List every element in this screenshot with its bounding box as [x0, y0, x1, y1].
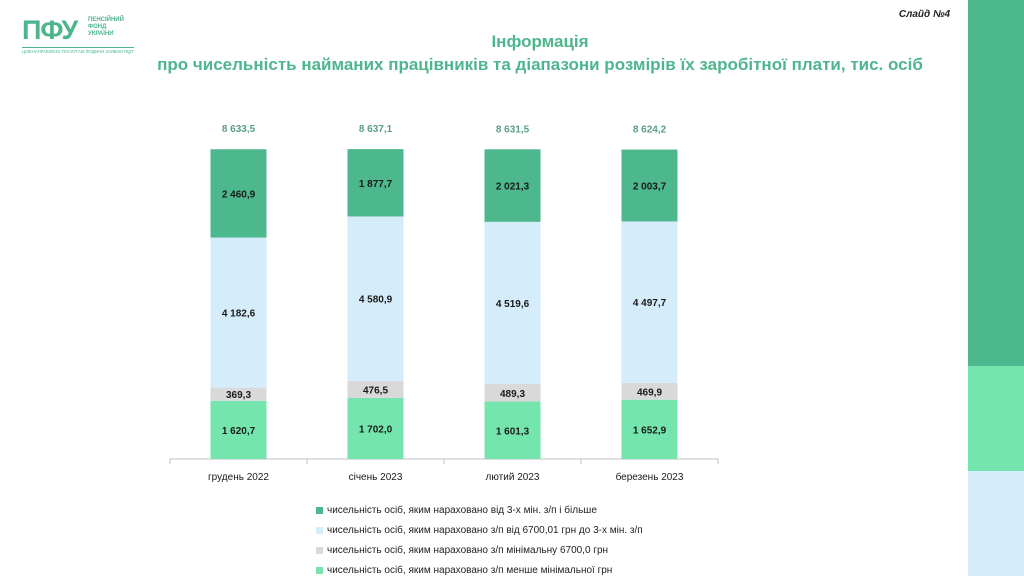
- bar-segment: [484, 221, 541, 384]
- bar-segment: [347, 216, 404, 381]
- bar-segment: [210, 237, 267, 388]
- bar-segment: [347, 149, 404, 217]
- bar-segment: [347, 380, 404, 398]
- legend-swatch: [316, 506, 323, 514]
- total-label: 8 631,5: [496, 124, 530, 135]
- data-label: 2 021,3: [496, 182, 530, 193]
- chart-legend: чисельність осіб, яким нараховано від 3-…: [316, 500, 643, 580]
- bar-segment: [210, 149, 267, 238]
- bar-segment: [621, 382, 678, 400]
- logo-text: ПЕНСІЙНИЙ ФОНД УКРАЇНИ: [88, 17, 124, 37]
- data-label: 2 003,7: [633, 182, 667, 193]
- data-label: 4 497,7: [633, 298, 667, 309]
- total-label: 8 637,1: [359, 124, 393, 135]
- data-label: 4 580,9: [359, 295, 393, 306]
- data-label: 1 702,0: [359, 424, 393, 435]
- legend-label: чисельність осіб, яким нараховано з/п ві…: [327, 524, 643, 536]
- slide-number: Слайд №4: [898, 9, 950, 20]
- bar-segment: [621, 399, 678, 459]
- data-label: 4 182,6: [222, 309, 256, 320]
- bar-segment: [210, 400, 267, 459]
- total-label: 8 633,5: [222, 124, 256, 135]
- data-label: 1 877,7: [359, 179, 393, 190]
- sidebar-block-dark-green: [968, 0, 1024, 366]
- data-label: 2 460,9: [222, 189, 256, 200]
- bar-segment: [621, 149, 678, 222]
- pfu-logo: ПФУ ПЕНСІЙНИЙ ФОНД УКРАЇНИ ЦІЛЕНАПРАВЛЕН…: [22, 14, 137, 56]
- data-label: 1 620,7: [222, 426, 256, 437]
- x-tick-label: березень 2023: [616, 471, 684, 483]
- sidebar-block-bright-green: [968, 366, 1024, 471]
- legend-swatch: [316, 526, 323, 534]
- bar-segment: [347, 397, 404, 459]
- legend-item: чисельність осіб, яким нараховано від 3-…: [316, 500, 643, 520]
- data-label: 1 601,3: [496, 426, 530, 437]
- legend-item: чисельність осіб, яким нараховано з/п мі…: [316, 540, 643, 560]
- x-tick-label: січень 2023: [349, 472, 403, 483]
- data-label: 489,3: [500, 389, 525, 400]
- logo-mark: ПФУ: [22, 15, 78, 45]
- data-label: 369,3: [226, 390, 251, 401]
- data-label: 476,5: [363, 385, 388, 396]
- title-line-1: Інформація: [491, 32, 589, 51]
- bar-segment: [621, 221, 678, 383]
- data-label: 469,9: [637, 387, 662, 398]
- bar-segment: [210, 387, 267, 401]
- legend-label: чисельність осіб, яким нараховано з/п мі…: [327, 544, 609, 556]
- stacked-bar-chart: 1 620,7 369,3 4 182,6 2 460,9 8 633,5 грудень…: [169, 124, 719, 483]
- bar-segment: [484, 401, 541, 459]
- x-tick-label: лютий 2023: [486, 472, 540, 483]
- legend-item: чисельність осіб, яким нараховано з/п ві…: [316, 520, 643, 540]
- bar-segment: [484, 383, 541, 402]
- data-label: 4 519,6: [496, 299, 530, 310]
- title-line-2: про чисельність найманих працівників та …: [157, 55, 923, 74]
- decorative-sidebar: [968, 0, 1024, 576]
- data-label: 1 652,9: [633, 425, 667, 436]
- total-label: 8 624,2: [633, 125, 667, 136]
- x-tick-label: грудень 2022: [208, 472, 269, 483]
- legend-swatch: [316, 546, 323, 554]
- logo-tagline: ЦІЛЕНАПРАВЛЕНО ПОСЛУГАМ ЛЮДИНИ ЗАЯВАМ ПІ…: [22, 47, 134, 54]
- legend-swatch: [316, 566, 323, 574]
- bar-segment: [484, 149, 541, 222]
- sidebar-block-light-blue: [968, 471, 1024, 576]
- page-title: Інформація про чисельність найманих прац…: [120, 30, 960, 76]
- legend-item: чисельність осіб, яким нараховано з/п ме…: [316, 560, 643, 580]
- legend-label: чисельність осіб, яким нараховано від 3-…: [327, 504, 597, 516]
- legend-label: чисельність осіб, яким нараховано з/п ме…: [327, 564, 613, 576]
